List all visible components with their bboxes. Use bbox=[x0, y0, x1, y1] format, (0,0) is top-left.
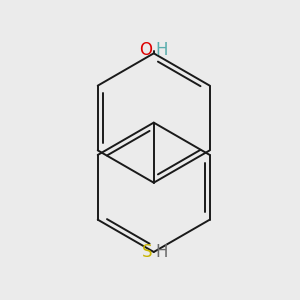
Text: H: H bbox=[155, 41, 167, 59]
Text: H: H bbox=[155, 243, 167, 261]
Text: S: S bbox=[142, 243, 153, 261]
Text: O: O bbox=[140, 41, 153, 59]
